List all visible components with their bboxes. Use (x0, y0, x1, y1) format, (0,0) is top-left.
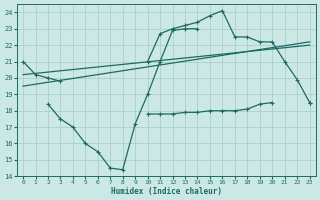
X-axis label: Humidex (Indice chaleur): Humidex (Indice chaleur) (111, 187, 222, 196)
